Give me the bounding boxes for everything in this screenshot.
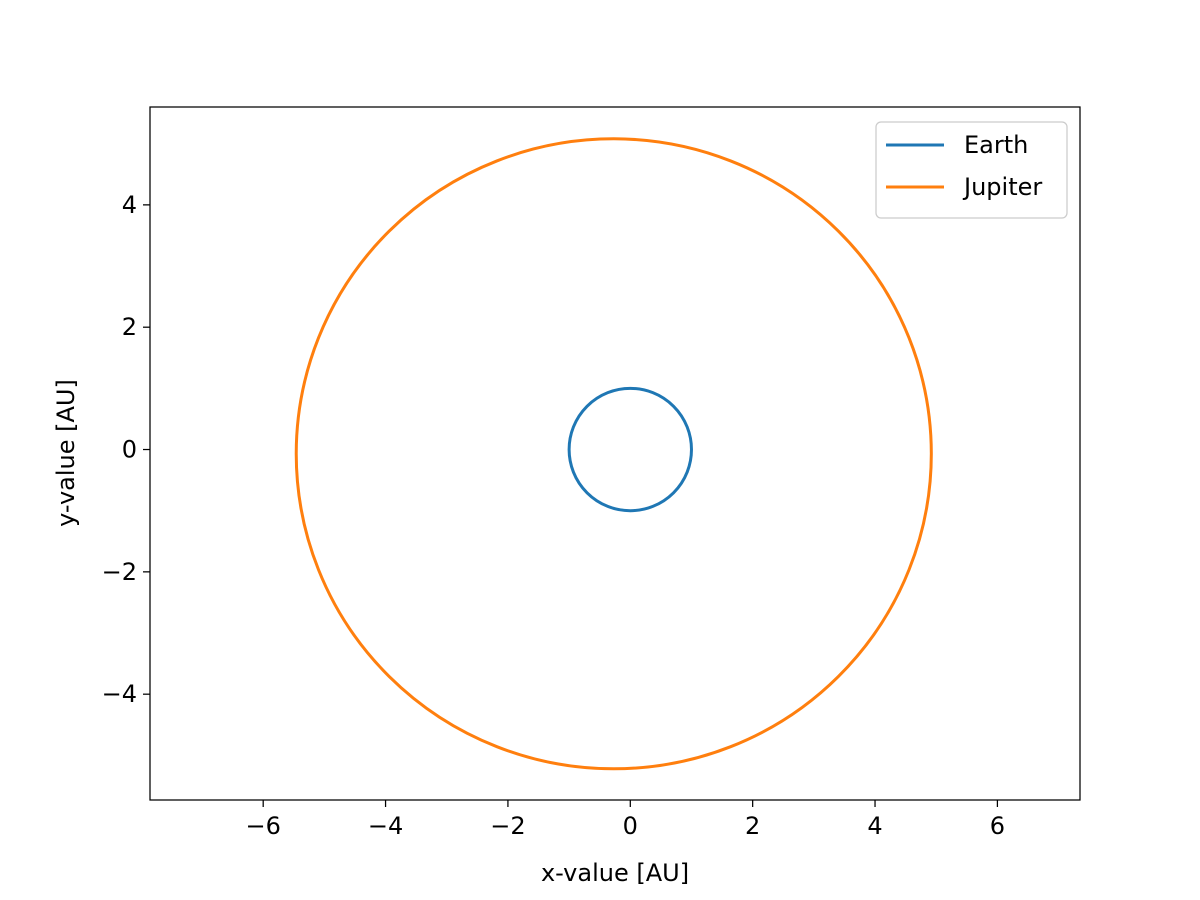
legend-label-jupiter: Jupiter [962, 173, 1042, 201]
y-tick-label: 0 [122, 436, 137, 464]
y-axis-label: y-value [AU] [52, 379, 80, 527]
y-tick-label: 4 [122, 191, 137, 219]
y-tick-label: −4 [102, 680, 137, 708]
x-axis-label: x-value [AU] [541, 859, 689, 887]
x-tick-label: −6 [245, 812, 280, 840]
plot-area [149, 106, 1081, 801]
x-tick-label: −4 [368, 812, 403, 840]
series-layer [294, 137, 933, 771]
y-tick-label: −2 [102, 558, 137, 586]
y-tick-label: 2 [122, 313, 137, 341]
earth-orbit-line [567, 386, 693, 513]
plot-frame [149, 106, 1081, 801]
x-tick-label: −2 [490, 812, 525, 840]
y-axis-ticks: −4 −2 0 2 4 [102, 191, 150, 708]
jupiter-orbit-line [294, 137, 933, 771]
legend-label-earth: Earth [964, 131, 1028, 159]
x-tick-label: 2 [745, 812, 760, 840]
plot-background [150, 107, 1080, 800]
x-axis-ticks: −6 −4 −2 0 2 4 6 [245, 800, 1005, 840]
x-tick-label: 6 [990, 812, 1005, 840]
legend: Earth Jupiter [875, 121, 1068, 219]
x-tick-label: 4 [867, 812, 882, 840]
x-tick-label: 0 [623, 812, 638, 840]
